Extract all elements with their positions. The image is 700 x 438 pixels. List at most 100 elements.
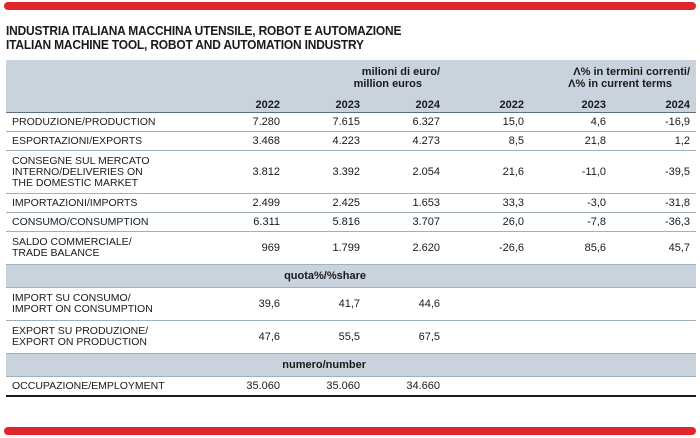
row-label: EXPORT SU PRODUZIONE/ EXPORT ON PRODUCTI… (6, 320, 206, 354)
value-cell: 44,6 (366, 287, 447, 321)
row-label-line: INTERNO/DELIVERIES ON (12, 165, 143, 178)
value-cell: 34.660 (366, 376, 447, 397)
section-header-number: numero/number (6, 353, 697, 377)
value-cell: 33,3 (446, 193, 531, 213)
value-cell: 1.653 (366, 193, 447, 213)
bottom-accent-bar (4, 427, 696, 435)
row-label-line: THE DOMESTIC MARKET (12, 176, 139, 189)
value-cell: 45,7 (612, 231, 697, 265)
header-years-empty-cell (6, 98, 206, 113)
table-row: ESPORTAZIONI/EXPORTS 3.468 4.223 4.273 8… (6, 131, 697, 151)
value-cell: -16,9 (612, 112, 697, 132)
row-label-line: IMPORTAZIONI/IMPORTS (12, 196, 138, 209)
row-label: PRODUZIONE/PRODUCTION (6, 112, 206, 132)
row-label-line: IMPORT ON CONSUMPTION (12, 303, 153, 315)
value-cell: 3.392 (286, 150, 366, 194)
value-cell: 3.707 (366, 212, 447, 232)
value-cell: 8,5 (446, 131, 531, 151)
table-title-block: INDUSTRIA ITALIANA MACCHINA UTENSILE, RO… (6, 24, 696, 52)
value-cell: 35.060 (206, 376, 286, 397)
row-label-line: CONSUMO/CONSUMPTION (12, 215, 149, 228)
value-cell: 5.816 (286, 212, 366, 232)
value-cell: 6.327 (366, 112, 447, 132)
value-cell: 26,0 (446, 212, 531, 232)
row-label-line: ESPORTAZIONI/EXPORTS (12, 134, 143, 147)
row-label-line: EXPORT ON PRODUCTION (12, 336, 147, 348)
row-label-line: CONSEGNE SUL MERCATO (12, 154, 150, 167)
year-header: 2022 (206, 98, 286, 113)
value-cell: 969 (206, 231, 286, 265)
row-label: IMPORT SU CONSUMO/ IMPORT ON CONSUMPTION (6, 287, 206, 321)
value-cell: 41,7 (286, 287, 366, 321)
value-cell: 1,2 (612, 131, 697, 151)
section-empty-cell (366, 264, 697, 288)
section-header-share: quota%/%share (6, 264, 697, 288)
value-cell: -26,6 (446, 231, 531, 265)
section-empty-cell (6, 353, 206, 377)
row-label: ESPORTAZIONI/EXPORTS (6, 131, 206, 151)
header-units-row: milioni di euro/ million euros Λ% in ter… (6, 60, 697, 98)
table-row: CONSUMO/CONSUMPTION 6.311 5.816 3.707 26… (6, 212, 697, 232)
section-empty-cell (6, 264, 206, 288)
top-accent-bar (4, 2, 696, 10)
value-cell: 1.799 (286, 231, 366, 265)
row-label-line: SALDO COMMERCIALE/ (12, 236, 132, 248)
table-row: EXPORT SU PRODUZIONE/ EXPORT ON PRODUCTI… (6, 320, 697, 354)
empty-cell (446, 320, 697, 354)
value-cell: 35.060 (286, 376, 366, 397)
value-cell: 15,0 (446, 112, 531, 132)
table-row: SALDO COMMERCIALE/ TRADE BALANCE 969 1.7… (6, 231, 697, 265)
value-cell: 47,6 (206, 320, 286, 354)
row-label: OCCUPAZIONE/EMPLOYMENT (6, 376, 206, 397)
empty-cell (446, 287, 697, 321)
table-row: PRODUZIONE/PRODUCTION 7.280 7.615 6.327 … (6, 112, 697, 132)
units-left-line-1: milioni di euro/ (361, 66, 441, 78)
year-header: 2022 (446, 98, 531, 113)
year-header: 2023 (530, 98, 613, 113)
year-header: 2024 (366, 98, 447, 113)
value-cell: 21,8 (530, 131, 613, 151)
row-label-line: PRODUZIONE/PRODUCTION (12, 115, 156, 128)
row-label-line: EXPORT SU PRODUZIONE/ (12, 325, 149, 337)
value-cell: 2.499 (206, 193, 286, 213)
table-row: OCCUPAZIONE/EMPLOYMENT 35.060 35.060 34.… (6, 376, 697, 397)
section-title-number: numero/number (206, 353, 366, 377)
title-italian: INDUSTRIA ITALIANA MACCHINA UTENSILE, RO… (6, 23, 402, 38)
table-row: IMPORTAZIONI/IMPORTS 2.499 2.425 1.653 3… (6, 193, 697, 213)
value-cell: 3.468 (206, 131, 286, 151)
value-cell: -7,8 (530, 212, 613, 232)
year-header: 2023 (286, 98, 366, 113)
header-empty-cell (6, 60, 206, 98)
value-cell: -39,5 (612, 150, 697, 194)
title-english: ITALIAN MACHINE TOOL, ROBOT AND AUTOMATI… (6, 37, 364, 52)
value-cell: 2.620 (366, 231, 447, 265)
value-cell: 39,6 (206, 287, 286, 321)
row-label-line: TRADE BALANCE (12, 247, 100, 259)
units-left-line-2: million euros (353, 78, 423, 90)
value-cell: 21,6 (446, 150, 531, 194)
row-label: IMPORTAZIONI/IMPORTS (6, 193, 206, 213)
value-cell: 4.223 (286, 131, 366, 151)
value-cell: 4,6 (530, 112, 613, 132)
units-right-line-2: Λ% in current terms (568, 78, 673, 90)
year-header: 2024 (612, 98, 697, 113)
section-empty-cell (366, 353, 697, 377)
units-right-line-1: Λ% in termini correnti/ (573, 66, 691, 78)
units-right-header: Λ% in termini correnti/ Λ% in current te… (446, 60, 697, 98)
value-cell: 6.311 (206, 212, 286, 232)
value-cell: -11,0 (530, 150, 613, 194)
value-cell: 4.273 (366, 131, 447, 151)
table-row: CONSEGNE SUL MERCATO INTERNO/DELIVERIES … (6, 150, 697, 194)
value-cell: 7.615 (286, 112, 366, 132)
value-cell: 67,5 (366, 320, 447, 354)
row-label-line: OCCUPAZIONE/EMPLOYMENT (12, 379, 165, 392)
empty-cell (446, 376, 697, 397)
industry-data-table: milioni di euro/ million euros Λ% in ter… (6, 60, 697, 397)
units-left-header: milioni di euro/ million euros (206, 60, 447, 98)
value-cell: 85,6 (530, 231, 613, 265)
value-cell: -3,0 (530, 193, 613, 213)
value-cell: -36,3 (612, 212, 697, 232)
row-label: CONSEGNE SUL MERCATO INTERNO/DELIVERIES … (6, 150, 206, 194)
section-title-share: quota%/%share (206, 264, 366, 288)
value-cell: -31,8 (612, 193, 697, 213)
